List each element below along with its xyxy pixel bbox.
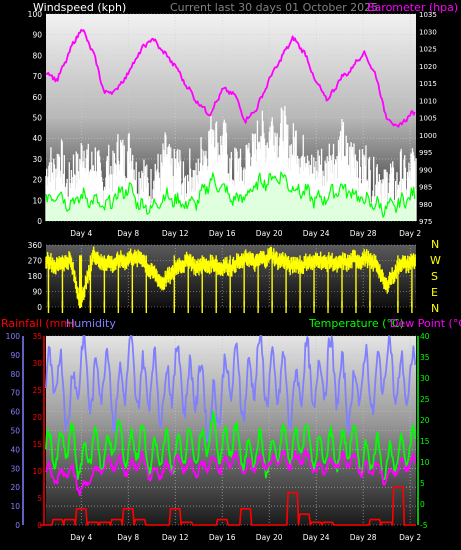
compass-n-bottom: N [431, 302, 439, 315]
rain-y-tick-label: 15 [32, 440, 42, 449]
barometer-y-tick-label: 1030 [419, 28, 437, 36]
direction-y-tick-label: 270 [28, 257, 43, 266]
barometer-y-tick-label: 995 [419, 149, 432, 157]
wind-y-tick-label: 10 [32, 196, 42, 205]
temp-x-tick-label: Day 2 [399, 533, 421, 542]
wind-x-tick-label: Day 2 [399, 229, 421, 238]
wind-y-tick-label: 0 [37, 217, 42, 226]
barometer-y-tick-label: 975 [419, 218, 432, 226]
rain-y-tick-label: 0 [37, 521, 42, 530]
wind-x-tick-label: Day 24 [303, 229, 330, 238]
humidity-y-tick-label: 40 [10, 445, 20, 454]
legend-dewpoint: Dew Point (°C) [390, 317, 461, 330]
humidity-y-tick-label: 50 [10, 427, 20, 436]
wind-y-tick-label: 60 [32, 93, 42, 102]
rain-y-tick-label: 35 [32, 332, 42, 341]
compass-n-top: N [431, 238, 439, 251]
barometer-y-tick-label: 985 [419, 184, 432, 192]
rainfall-line [40, 486, 416, 526]
temp-y-tick-label: 40 [420, 332, 430, 341]
dewpoint-line [45, 448, 417, 497]
data-series [40, 28, 417, 526]
barometer-y-tick-label: 1015 [419, 80, 437, 88]
humidity-y-tick-label: 100 [6, 332, 21, 341]
barometer-y-tick-label: 1035 [419, 11, 437, 19]
temp-panel-background [46, 336, 416, 525]
rain-y-tick-label: 30 [32, 359, 42, 368]
direction-y-tick-label: 360 [28, 241, 43, 250]
compass-s: S [431, 270, 438, 283]
barometer-y-tick-label: 1020 [419, 63, 437, 71]
barometer-line [45, 28, 416, 128]
wind-x-tick-label: Day 8 [117, 229, 139, 238]
humidity-y-tick-label: 70 [10, 389, 20, 398]
wind-y-tick-label: 70 [32, 72, 42, 81]
barometer-y-tick-label: 1005 [419, 115, 437, 123]
legend-temperature: Temperature (°C) [308, 317, 404, 330]
wind-x-tick-label: Day 28 [350, 229, 377, 238]
temp-y-tick-label: 25 [420, 395, 430, 404]
wind-y-tick-label: 40 [32, 134, 42, 143]
temp-x-tick-label: Day 4 [70, 533, 92, 542]
wind-y-tick-label: 90 [32, 31, 42, 40]
compass-w: W [430, 254, 441, 267]
temp-x-tick-label: Day 20 [256, 533, 283, 542]
humidity-y-tick-label: 10 [10, 502, 20, 511]
humidity-y-tick-label: 20 [10, 483, 20, 492]
barometer-axis-title: Barometer (hpa) [367, 1, 458, 14]
temp-y-tick-label: 35 [420, 353, 430, 362]
rain-y-tick-label: 25 [32, 386, 42, 395]
wind-x-tick-label: Day 4 [70, 229, 92, 238]
temp-x-tick-label: Day 8 [117, 533, 139, 542]
barometer-y-tick-label: 990 [419, 166, 432, 174]
temp-y-tick-label: 0 [420, 500, 425, 509]
humidity-y-tick-label: 0 [15, 521, 20, 530]
temp-y-tick-label: 15 [420, 437, 430, 446]
wind-x-tick-label: Day 20 [256, 229, 283, 238]
humidity-y-tick-label: 80 [10, 370, 20, 379]
wind-y-tick-label: 80 [32, 51, 42, 60]
wind-average-line [45, 171, 416, 218]
direction-y-tick-label: 180 [28, 272, 43, 281]
rain-y-tick-label: 10 [32, 467, 42, 476]
rain-y-tick-label: 20 [32, 413, 42, 422]
humidity-y-tick-label: 60 [10, 408, 20, 417]
humidity-line [45, 335, 417, 443]
compass-e: E [431, 286, 438, 299]
direction-y-tick-label: 0 [37, 303, 42, 312]
temp-x-tick-label: Day 16 [209, 533, 236, 542]
legend-humidity: Humidity [66, 317, 116, 330]
temp-y-tick-label: 5 [420, 479, 425, 488]
humidity-y-tick-label: 30 [10, 464, 20, 473]
windspeed-axis-title: Windspeed (kph) [33, 1, 126, 14]
temp-y-tick-label: 20 [420, 416, 430, 425]
wind-y-tick-label: 30 [32, 155, 42, 164]
barometer-y-tick-label: 1000 [419, 132, 437, 140]
wind-y-tick-label: 50 [32, 114, 42, 123]
wind-x-tick-label: Day 12 [162, 229, 189, 238]
temp-x-tick-label: Day 12 [162, 533, 189, 542]
temp-y-tick-label: 30 [420, 374, 430, 383]
grid-lines [22, 13, 419, 526]
barometer-y-tick-label: 1025 [419, 46, 437, 54]
wind-y-tick-label: 20 [32, 176, 42, 185]
temp-y-tick-label: -5 [420, 521, 428, 530]
legend-rainfall: Rainfall (mm) [1, 317, 75, 330]
temperature-line [45, 410, 417, 481]
barometer-y-tick-label: 980 [419, 201, 432, 209]
temp-x-tick-label: Day 24 [303, 533, 330, 542]
temp-x-tick-label: Day 28 [350, 533, 377, 542]
direction-y-tick-label: 90 [32, 288, 42, 297]
humidity-y-tick-label: 90 [10, 351, 20, 360]
rain-y-tick-label: 5 [37, 494, 42, 503]
wind-x-tick-label: Day 16 [209, 229, 236, 238]
chart-title: Current last 30 days 01 October 2025 [170, 1, 378, 14]
wind-y-tick-label: 100 [28, 10, 43, 19]
temp-y-tick-label: 10 [420, 458, 430, 467]
axis-tick-labels: 0102030405060708090100975980985990995100… [6, 10, 437, 542]
barometer-y-tick-label: 1010 [419, 97, 437, 105]
